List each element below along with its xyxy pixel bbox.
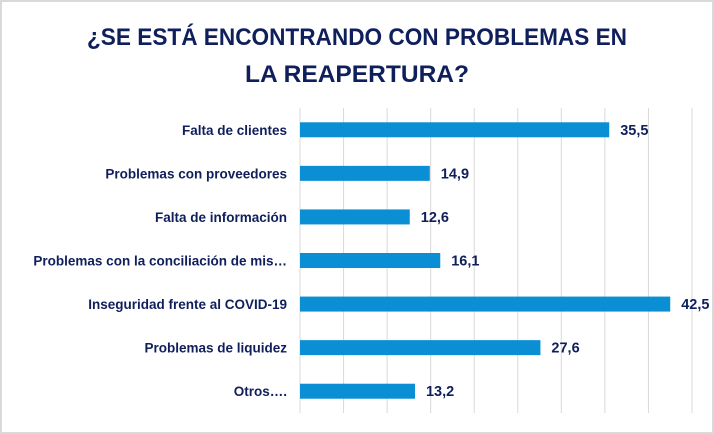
category-label: Problemas de liquidez bbox=[144, 341, 287, 356]
category-label: Inseguridad frente al COVID-19 bbox=[88, 297, 287, 312]
category-label: Otros…. bbox=[234, 384, 287, 399]
bar bbox=[300, 340, 541, 356]
bar bbox=[300, 209, 410, 225]
category-label: Problemas con la conciliación de mis… bbox=[33, 254, 287, 269]
category-label: Falta de información bbox=[155, 210, 287, 225]
category-label: Falta de clientes bbox=[182, 123, 287, 138]
data-label: 14,9 bbox=[441, 166, 469, 182]
bar bbox=[300, 165, 430, 181]
data-label: 42,5 bbox=[681, 297, 709, 313]
data-label: 35,5 bbox=[620, 123, 648, 139]
category-label: Problemas con proveedores bbox=[105, 166, 287, 181]
bar bbox=[300, 383, 415, 399]
data-label: 13,2 bbox=[426, 384, 454, 400]
chart-title-line-2: LA REAPERTURA? bbox=[245, 61, 469, 88]
data-label: 27,6 bbox=[551, 341, 579, 357]
data-label: 16,1 bbox=[451, 254, 479, 270]
bar bbox=[300, 253, 441, 268]
bar bbox=[300, 296, 671, 312]
bar bbox=[300, 122, 610, 138]
chart-title-line-1: ¿SE ESTÁ ENCONTRANDO CON PROBLEMAS EN bbox=[87, 23, 627, 51]
data-label: 12,6 bbox=[421, 210, 449, 226]
